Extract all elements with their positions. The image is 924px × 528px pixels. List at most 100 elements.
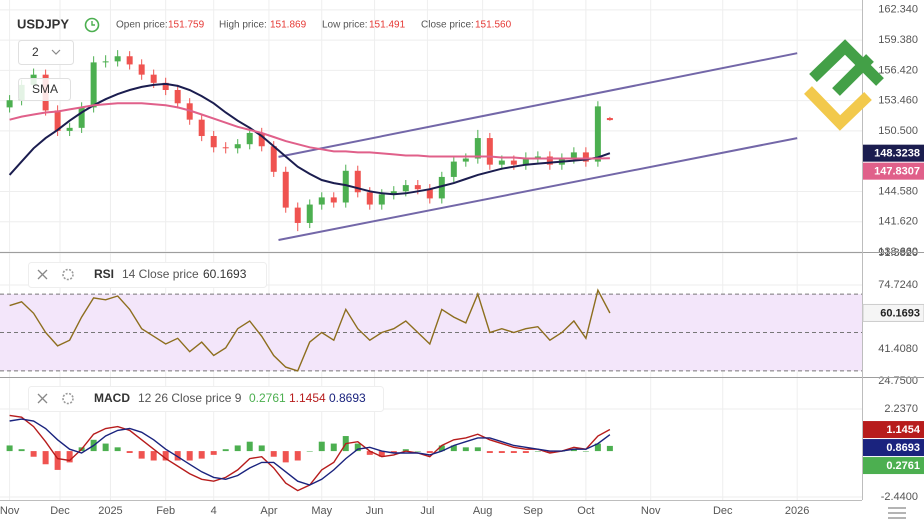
candle-body [330,197,337,203]
x-tick-label: 2025 [98,505,122,517]
candle-body [294,207,301,223]
y-tick-label: 150.500 [878,125,918,137]
y-tick-label: 156.420 [878,64,918,76]
histogram-bar [366,451,373,455]
logo [809,39,884,86]
histogram-bar [258,445,265,452]
period-value: 2 [32,45,39,59]
header-label: Open price: [116,20,168,31]
x-tick-label: Jun [366,505,384,517]
histogram-bar [6,445,13,452]
x-tick-label: May [311,505,332,517]
candle-body [174,90,181,104]
candle-body [366,192,373,205]
indicator-title: MACD [94,391,130,405]
candle-body [498,160,505,165]
logo [832,54,874,96]
candle-body [342,170,349,203]
value-label: 60.1693 [880,307,920,319]
x-tick-label: Feb [156,505,175,517]
value-box [863,439,924,457]
indicator-params: 14 Close price [122,267,199,281]
histogram-bar [402,449,409,452]
candle-body [306,204,313,223]
histogram-bar [534,451,541,452]
candle-body [150,74,157,83]
indicator-value: 0.8693 [329,391,366,405]
x-tick-label: Nov [641,505,661,517]
candle-body [510,160,517,165]
candle-body [570,152,577,159]
candle-body [66,127,73,131]
trend-line [278,52,798,158]
candle-body [378,194,385,205]
histogram-bar [162,451,169,461]
histogram-bar [582,451,589,452]
x-tick-label: Dec [50,505,70,517]
candle-body [6,100,13,108]
histogram-bar [186,451,193,461]
histogram-bar [54,451,61,470]
period-dropdown[interactable] [18,40,74,65]
rsi-line [9,288,611,372]
x-tick-label: Dec [713,505,733,517]
indicator-params: 12 26 Close price 9 [138,391,242,405]
histogram-bar [462,447,469,452]
histogram-bar [426,451,433,453]
x-tick-label: 4 [211,505,217,517]
candle-body [114,56,121,62]
histogram-bar [210,451,217,455]
settings-icon[interactable] [62,392,74,405]
indicator-button[interactable] [18,78,71,101]
logo [804,86,872,131]
histogram-bar [378,451,385,457]
candle-body [546,156,553,165]
histogram-bar [546,451,553,453]
histogram-bar [522,451,529,453]
value-box [862,303,924,322]
candle-body [210,136,217,148]
candle-body [222,147,229,149]
moving-average [9,102,610,160]
candle-body [438,176,445,199]
y-tick-label: 141.620 [878,216,918,228]
histogram-bar [438,445,445,452]
candle-body [522,157,529,165]
x-tick-label: Sep [523,505,543,517]
indicator-label: SMA [32,82,58,96]
header-value: 151.759 [168,20,205,31]
clock-hand [91,21,95,26]
histogram-bar [42,451,49,465]
candle-body [354,170,361,193]
histogram-bar [474,447,481,452]
x-tick-label: 2026 [785,505,809,517]
settings-button[interactable] [888,507,906,519]
histogram-bar [246,441,253,452]
candle-body [414,185,421,190]
header-value: 151.491 [369,20,406,31]
close-icon[interactable] [37,269,48,280]
histogram-bar [594,443,601,452]
histogram-bar [18,449,25,452]
settings-icon[interactable] [62,268,74,281]
candle-body [474,138,481,159]
histogram-bar [150,451,157,461]
candle-body [390,191,397,195]
candle-body [402,185,409,192]
candle-body [102,61,109,63]
histogram-bar [30,451,37,457]
clock-icon[interactable] [84,17,100,33]
y-tick-label: 153.460 [878,95,918,107]
histogram-bar [306,451,313,452]
close-icon[interactable] [37,393,48,404]
histogram-bar [450,445,457,452]
histogram-bar [66,451,73,463]
x-tick-label: Oct [577,505,594,517]
header-value: 151.869 [270,20,307,31]
candle-body [594,106,601,162]
histogram-bar [414,451,421,452]
histogram-bar [222,449,229,452]
x-tick-label: Jul [420,505,434,517]
candle-body [198,119,205,137]
